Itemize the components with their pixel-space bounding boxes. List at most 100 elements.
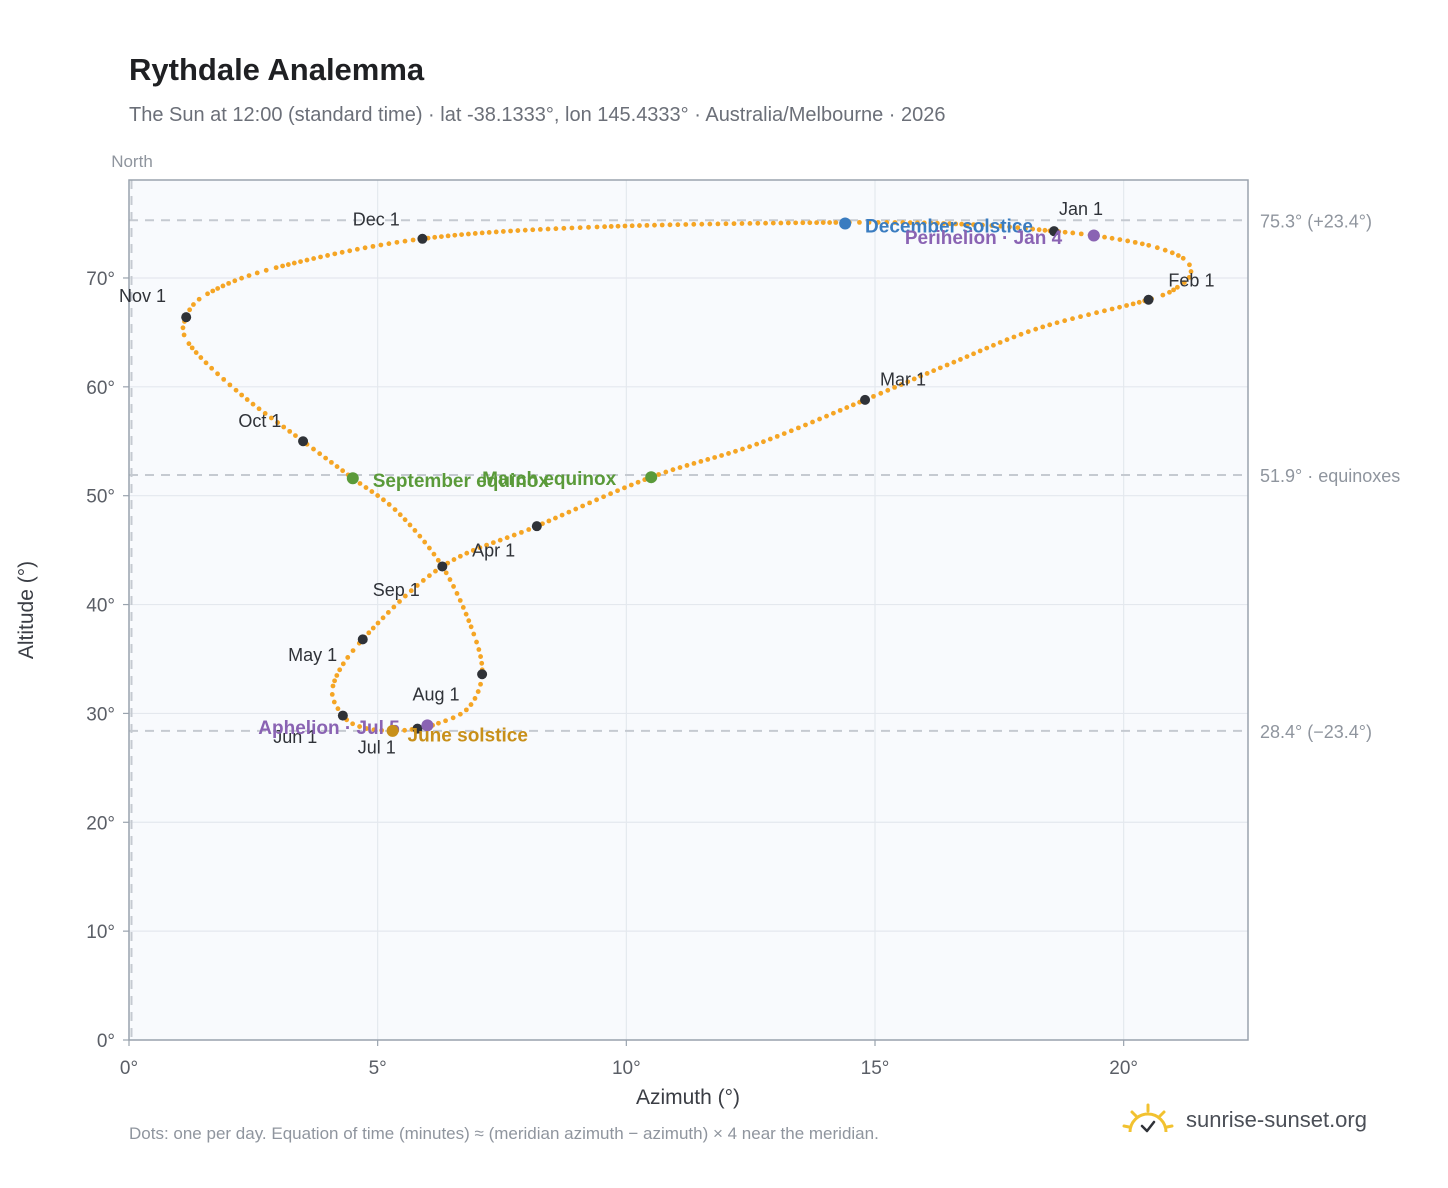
- analemma-day-dot: [479, 230, 485, 236]
- brand[interactable]: sunrise-sunset.org: [1120, 1102, 1367, 1138]
- analemma-day-dot: [335, 706, 341, 712]
- analemma-day-dot: [1132, 239, 1138, 245]
- analemma-day-dot: [196, 296, 202, 302]
- y-tick-label: 40°: [86, 596, 115, 617]
- analemma-day-dot: [1130, 301, 1136, 307]
- analemma-day-dot: [447, 577, 453, 582]
- analemma-day-dot: [332, 678, 337, 684]
- analemma-day-dot: [433, 568, 438, 574]
- analemma-day-dot: [817, 416, 822, 422]
- analemma-day-dot: [754, 441, 760, 447]
- analemma-day-dot: [281, 424, 287, 430]
- x-tick-label: 5°: [369, 1058, 387, 1079]
- y-tick-label: 50°: [86, 487, 115, 508]
- analemma-day-dot: [420, 578, 426, 583]
- analemma-day-dot: [691, 221, 697, 227]
- analemma-day-dot: [181, 332, 187, 338]
- analemma-day-dot: [928, 220, 934, 226]
- analemma-day-dot: [318, 254, 323, 260]
- analemma-day-dot: [1160, 292, 1166, 298]
- analemma-day-dot: [1124, 303, 1129, 308]
- analemma-day-dot: [537, 227, 543, 232]
- analemma-day-dot: [530, 227, 536, 233]
- analemma-day-dot: [484, 542, 489, 548]
- analemma-day-dot: [947, 221, 953, 227]
- analemma-day-dot: [340, 661, 346, 667]
- analemma-day-dot: [1042, 227, 1048, 233]
- x-tick-label: 0°: [120, 1058, 138, 1079]
- analemma-day-dot: [833, 220, 839, 225]
- analemma-day-dot: [330, 683, 336, 689]
- analemma-day-dot: [435, 557, 441, 563]
- month-marker-dot: [357, 634, 368, 645]
- analemma-day-dot: [803, 422, 808, 428]
- analemma-day-dot: [1125, 238, 1131, 244]
- analemma-day-dot: [944, 362, 950, 368]
- event-marker-dot: [1087, 229, 1100, 242]
- analemma-day-dot: [788, 428, 794, 434]
- analemma-day-dot: [215, 286, 221, 291]
- month-marker-dot: [181, 312, 192, 323]
- analemma-day-dot: [885, 387, 891, 393]
- month-marker-label: Oct 1: [238, 411, 281, 431]
- analemma-day-dot: [587, 500, 593, 506]
- analemma-day-dot: [608, 491, 613, 497]
- analemma-day-dot: [770, 220, 776, 226]
- analemma-day-dot: [370, 625, 376, 631]
- analemma-day-dot: [905, 379, 911, 385]
- analemma-day-dot: [414, 583, 420, 588]
- analemma-day-dot: [189, 345, 195, 351]
- analemma-day-dot: [997, 340, 1003, 345]
- analemma-day-dot: [332, 251, 338, 257]
- month-marker-label: Dec 1: [353, 210, 400, 230]
- analemma-day-dot: [1033, 326, 1039, 332]
- axes: 0° 5° 10° 15° 20° 0° 10° 20° 30° 40° 50° 60° 70°: [86, 269, 1138, 1079]
- analemma-day-dot: [431, 551, 437, 557]
- analemma-day-dot: [755, 220, 761, 226]
- analemma-day-dot: [522, 227, 528, 233]
- analemma-day-dot: [511, 532, 517, 538]
- analemma-day-dot: [386, 241, 392, 247]
- analemma-day-dot: [232, 278, 238, 284]
- analemma-day-dot: [298, 259, 303, 264]
- y-tick-label: 70°: [86, 269, 115, 290]
- analemma-day-dot: [239, 275, 244, 281]
- analemma-day-dot: [731, 221, 737, 227]
- analemma-day-dot: [934, 220, 940, 226]
- analemma-day-dot: [262, 410, 268, 416]
- analemma-day-dot: [622, 485, 627, 491]
- analemma-day-dot: [900, 220, 906, 225]
- analemma-day-dot: [747, 444, 752, 450]
- month-marker-label: Jul 1: [358, 738, 396, 758]
- analemma-day-dot: [924, 371, 930, 376]
- analemma-day-dot: [394, 239, 400, 245]
- analemma-day-dot: [1054, 320, 1060, 326]
- analemma-day-dot: [443, 570, 449, 576]
- analemma-day-dot: [971, 222, 976, 227]
- x-tick-label: 10°: [612, 1058, 641, 1079]
- analemma-day-dot: [454, 591, 460, 596]
- analemma-day-dot: [450, 715, 456, 721]
- analemma-day-dot: [256, 406, 262, 412]
- analemma-day-dot: [459, 232, 464, 238]
- analemma-day-dot: [250, 401, 256, 407]
- analemma-day-dot: [1169, 250, 1175, 256]
- analemma-day-dot: [594, 224, 600, 230]
- analemma-day-dot: [915, 220, 920, 226]
- analemma-day-dot: [451, 557, 457, 562]
- analemma-day-dot: [1167, 289, 1172, 295]
- analemma-day-dot: [325, 253, 330, 258]
- analemma-day-dot: [244, 397, 250, 402]
- analemma-day-dot: [379, 728, 385, 733]
- analemma-day-dot: [1047, 322, 1053, 328]
- analemma-day-dot: [964, 354, 970, 360]
- analemma-day-dot: [471, 631, 477, 637]
- analemma-day-dot: [500, 229, 506, 234]
- analemma-day-dot: [526, 527, 532, 532]
- y-axis-label: Altitude (°): [15, 561, 38, 659]
- analemma-day-dot: [715, 221, 721, 227]
- analemma-day-dot: [566, 509, 572, 515]
- analemma-day-dot: [656, 472, 662, 477]
- brand-text: sunrise-sunset.org: [1186, 1107, 1367, 1132]
